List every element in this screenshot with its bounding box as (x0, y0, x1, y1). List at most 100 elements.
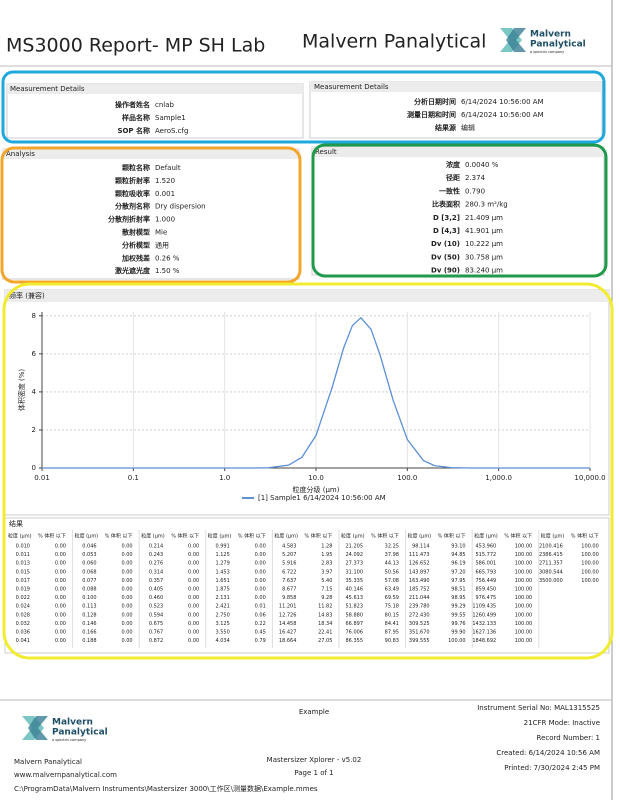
table-cell: 0.00 (55, 561, 66, 567)
table-cell: 5.207 (282, 552, 296, 558)
panel-title: 频率 (兼容) (9, 291, 45, 300)
table-cell: 1.651 (215, 578, 229, 584)
table-cell: 143.897 (409, 569, 430, 575)
table-cell: 0.028 (16, 612, 30, 618)
table-header: 粒度 (µm) (274, 533, 298, 540)
table-cell: 0.00 (55, 621, 66, 627)
table-cell: 84.41 (385, 621, 399, 627)
table-header: 粒度 (µm) (208, 533, 232, 540)
field-value: 0.0040 % (465, 161, 499, 169)
table-cell: 76.006 (346, 630, 364, 636)
table-cell: 16.427 (279, 630, 297, 636)
table-cell: 0.053 (82, 552, 96, 558)
table-cell: 18.34 (318, 621, 332, 627)
table-cell: 4.583 (282, 544, 296, 550)
y-tick-label: 8 (32, 312, 36, 320)
y-axis-label: 体积密度 (%) (17, 369, 26, 412)
table-cell: 2386.415 (539, 552, 563, 558)
table-cell: 1.279 (215, 561, 229, 567)
table-cell: 0.00 (121, 552, 132, 558)
table-cell: 0.00 (255, 552, 266, 558)
table-cell: 100.00 (581, 569, 599, 575)
table-cell: 0.00 (55, 612, 66, 618)
field-value: AeroS.cfg (155, 127, 188, 135)
table-cell: 1260.499 (472, 612, 496, 618)
table-cell: 0.013 (16, 561, 30, 567)
table-cell: 3080.544 (539, 569, 563, 575)
header-logo: Malvern Panalytical a spectris company (500, 28, 586, 54)
table-cell: 185.752 (409, 587, 430, 593)
field-label: 颗粒名称 (122, 163, 150, 172)
table-cell: 0.060 (82, 561, 96, 567)
table-cell: 100.00 (515, 552, 533, 558)
table-cell: 87.95 (385, 630, 399, 636)
footer-text: Mastersizer Xplorer - v5.02 (267, 756, 362, 764)
field-value: 0.001 (155, 190, 175, 198)
table-cell: 976.475 (476, 595, 497, 601)
table-cell: 63.49 (385, 587, 399, 593)
table-header: % 体积 以下 (238, 533, 266, 540)
field-label: 加权残差 (121, 253, 150, 262)
table-cell: 45.613 (346, 595, 364, 601)
table-cell: 0.460 (149, 595, 163, 601)
table-header: % 体积 以下 (38, 533, 66, 540)
table-header: % 体积 以下 (504, 533, 532, 540)
table-cell: 44.13 (385, 561, 399, 567)
field-label: D [4,3] (433, 227, 460, 235)
panel-title: 结果 (9, 519, 23, 528)
field-value: Default (155, 164, 181, 172)
table-cell: 90.83 (385, 638, 399, 644)
field-label: 测量日期和时间 (407, 110, 456, 119)
table-cell: 12.726 (279, 612, 297, 618)
table-header: % 体积 以下 (105, 533, 133, 540)
table-cell: 0.00 (121, 638, 132, 644)
footer-text: C:\ProgramData\Malvern Instruments\Maste… (14, 784, 318, 793)
field-label: Dv (90) (431, 267, 460, 275)
table-cell: 0.017 (16, 578, 30, 584)
table-cell: 8.677 (282, 587, 296, 593)
report-title: MS3000 Report- MP SH Lab (6, 35, 265, 57)
field-value: 41.901 µm (465, 227, 503, 235)
panel-header (7, 84, 303, 94)
table-cell: 2.421 (215, 604, 229, 610)
table-cell: 111.473 (409, 552, 430, 558)
table-cell: 50.56 (385, 569, 399, 575)
highlight-box (0, 146, 302, 284)
table-cell: 1432.133 (472, 621, 496, 627)
field-label: SOP 名称 (117, 126, 150, 135)
table-cell: 0.00 (121, 544, 132, 550)
table-cell: 0.00 (55, 578, 66, 584)
field-value: Mie (155, 229, 167, 237)
field-label: 分散剂折射率 (108, 215, 150, 224)
logo-text: Panalytical (530, 40, 586, 50)
table-cell: 100.00 (515, 544, 533, 550)
table-cell: 0.041 (16, 638, 30, 644)
table-cell: 51.823 (346, 604, 364, 610)
table-cell: 1.28 (321, 544, 332, 550)
table-cell: 0.00 (188, 561, 199, 567)
table-header: % 体积 以下 (571, 533, 599, 540)
table-cell: 9.28 (321, 595, 332, 601)
table-header: 粒度 (µm) (141, 533, 165, 540)
table-cell: 0.024 (16, 604, 30, 610)
field-value: 6/14/2024 10:56:00 AM (461, 98, 544, 106)
panel (2, 148, 300, 280)
table-cell: 0.06 (255, 612, 266, 618)
y-tick-label: 6 (32, 350, 37, 358)
logo-text: Malvern (52, 718, 93, 728)
table-cell: 0.088 (82, 587, 96, 593)
x-tick-label: 10,000.0 (574, 474, 605, 482)
table-header: 粒度 (µm) (408, 533, 432, 540)
table-cell: 3.125 (215, 621, 229, 627)
table-cell: 0.00 (121, 612, 132, 618)
footer-text: Page 1 of 1 (294, 769, 333, 777)
table-cell: 100.00 (515, 604, 533, 610)
table-cell: 0.991 (215, 544, 229, 550)
table-cell: 0.00 (121, 630, 132, 636)
table-cell: 0.077 (82, 578, 96, 584)
table-cell: 0.113 (82, 604, 96, 610)
table-cell: 1109.435 (472, 604, 496, 610)
table-cell: 1848.692 (472, 638, 496, 644)
table-header: 粒度 (µm) (474, 533, 498, 540)
table-cell: 0.00 (188, 569, 199, 575)
